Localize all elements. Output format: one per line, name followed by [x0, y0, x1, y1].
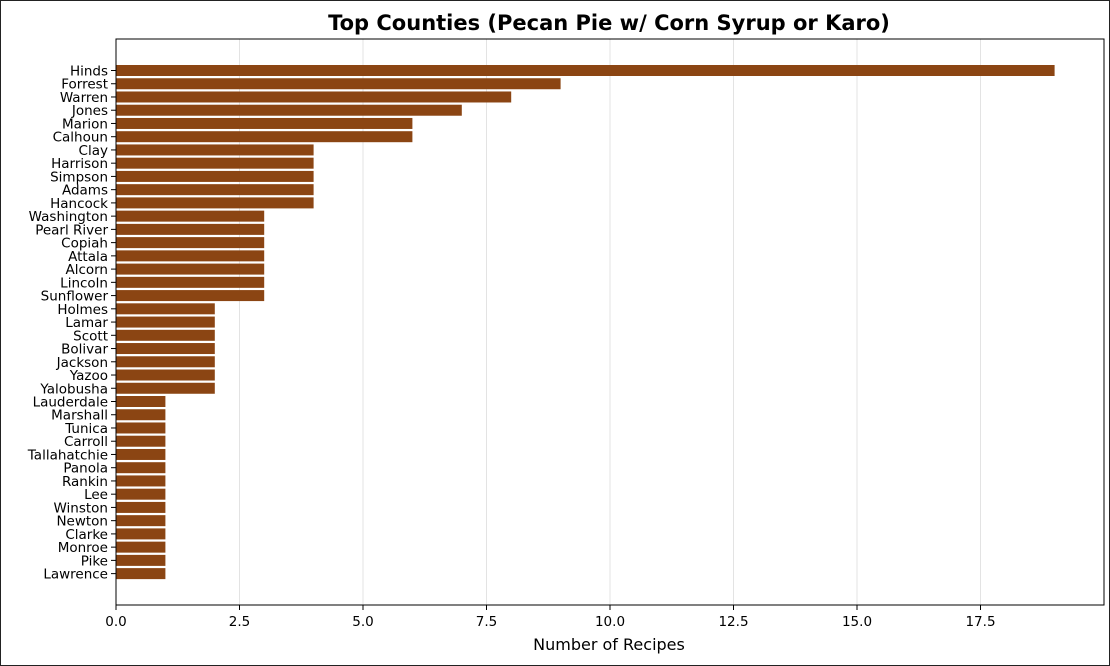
- y-tick-label: Forrest: [61, 77, 108, 93]
- y-tick-label: Lawrence: [43, 567, 108, 583]
- bar: [116, 104, 462, 116]
- y-tick-label: Lincoln: [60, 275, 108, 291]
- bar: [116, 515, 166, 527]
- y-tick-label: Lamar: [65, 315, 108, 331]
- y-tick-label: Panola: [63, 461, 108, 477]
- bar: [116, 422, 166, 434]
- y-tick-label: Jackson: [56, 355, 108, 371]
- y-tick-label: Yazoo: [69, 368, 108, 384]
- y-tick-label: Yalobusha: [39, 381, 108, 397]
- y-tick-label: Adams: [62, 183, 108, 199]
- y-tick-label: Holmes: [57, 302, 108, 318]
- bar: [116, 356, 215, 368]
- bar: [116, 237, 265, 249]
- bar: [116, 568, 166, 580]
- bar: [116, 276, 265, 288]
- bar: [116, 316, 215, 328]
- x-axis-label: Number of Recipes: [533, 635, 685, 654]
- y-tick-label: Bolivar: [61, 342, 108, 358]
- x-tick-label: 10.0: [595, 614, 625, 630]
- y-tick-label: Rankin: [62, 474, 108, 490]
- bar: [116, 117, 413, 129]
- bar: [116, 157, 314, 169]
- y-tick-label: Warren: [60, 90, 108, 106]
- y-tick-label: Tunica: [64, 421, 108, 437]
- y-tick-label: Simpson: [50, 169, 108, 185]
- y-tick-label: Jones: [71, 103, 108, 119]
- bar: [116, 329, 215, 341]
- y-tick-label: Marshall: [51, 408, 108, 424]
- bar: [116, 435, 166, 447]
- y-tick-label: Clarke: [65, 527, 108, 543]
- x-tick-label: 2.5: [229, 614, 250, 630]
- y-tick-label: Sunflower: [41, 289, 109, 305]
- y-tick-label: Marion: [62, 116, 108, 132]
- y-tick-label: Lauderdale: [33, 395, 108, 411]
- y-tick-label: Calhoun: [53, 130, 108, 146]
- y-axis-ticks: HindsForrestWarrenJonesMarionCalhounClay…: [27, 64, 116, 583]
- bar: [116, 528, 166, 540]
- y-tick-label: Newton: [56, 514, 108, 530]
- y-tick-label: Hancock: [50, 196, 108, 212]
- bar: [116, 197, 314, 209]
- bar: [116, 144, 314, 156]
- bar: [116, 343, 215, 355]
- bar: [116, 290, 265, 302]
- y-tick-label: Carroll: [64, 434, 108, 450]
- x-tick-label: 17.5: [965, 614, 995, 630]
- bar: [116, 170, 314, 182]
- bar: [116, 448, 166, 460]
- bar: [116, 501, 166, 513]
- bar: [116, 409, 166, 421]
- bar: [116, 184, 314, 196]
- x-tick-label: 5.0: [352, 614, 373, 630]
- bar: [116, 475, 166, 487]
- bar: [116, 369, 215, 381]
- bar: [116, 65, 1055, 76]
- chart-title: Top Counties (Pecan Pie w/ Corn Syrup or…: [328, 11, 890, 35]
- bar: [116, 210, 265, 222]
- y-tick-label: Pike: [81, 553, 108, 569]
- y-tick-label: Copiah: [61, 236, 108, 252]
- y-tick-label: Clay: [79, 143, 108, 159]
- bar: [116, 91, 512, 103]
- x-tick-label: 7.5: [476, 614, 497, 630]
- y-tick-label: Attala: [68, 249, 108, 265]
- y-tick-label: Alcorn: [65, 262, 108, 278]
- y-tick-label: Harrison: [51, 156, 108, 172]
- x-tick-label: 12.5: [718, 614, 748, 630]
- x-tick-label: 0.0: [105, 614, 126, 630]
- y-tick-label: Tallahatchie: [27, 447, 108, 463]
- bar: [116, 488, 166, 500]
- bar: [116, 78, 561, 90]
- y-tick-label: Hinds: [70, 64, 108, 80]
- bar: [116, 462, 166, 474]
- bar: [116, 396, 166, 407]
- bar: [116, 131, 413, 143]
- y-tick-label: Lee: [84, 487, 108, 503]
- x-axis-ticks: 0.0 2.5 5.0 7.5 10.0 12.5 15.0 17.5: [105, 605, 996, 630]
- y-tick-label: Winston: [53, 500, 108, 516]
- x-tick-label: 15.0: [842, 614, 872, 630]
- bar: [116, 554, 166, 566]
- bars: [116, 65, 1055, 580]
- bar: [116, 263, 265, 275]
- y-tick-label: Monroe: [58, 540, 108, 556]
- bar: [116, 250, 265, 262]
- y-tick-label: Scott: [73, 328, 108, 344]
- y-tick-label: Pearl River: [35, 222, 108, 238]
- bar: [116, 382, 215, 394]
- y-tick-label: Washington: [29, 209, 108, 225]
- bar: [116, 303, 215, 315]
- bar: [116, 541, 166, 553]
- bar: [116, 223, 265, 235]
